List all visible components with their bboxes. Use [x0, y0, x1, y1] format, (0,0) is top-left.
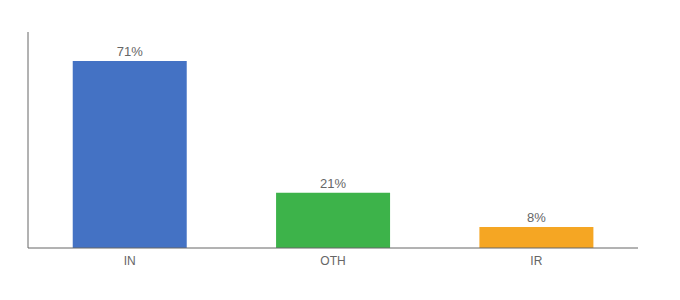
svg-text:OTH: OTH [320, 254, 345, 268]
svg-text:IR: IR [530, 254, 542, 268]
svg-text:71%: 71% [117, 44, 143, 59]
svg-text:21%: 21% [320, 176, 346, 191]
svg-text:IN: IN [124, 254, 136, 268]
svg-text:8%: 8% [527, 210, 546, 225]
